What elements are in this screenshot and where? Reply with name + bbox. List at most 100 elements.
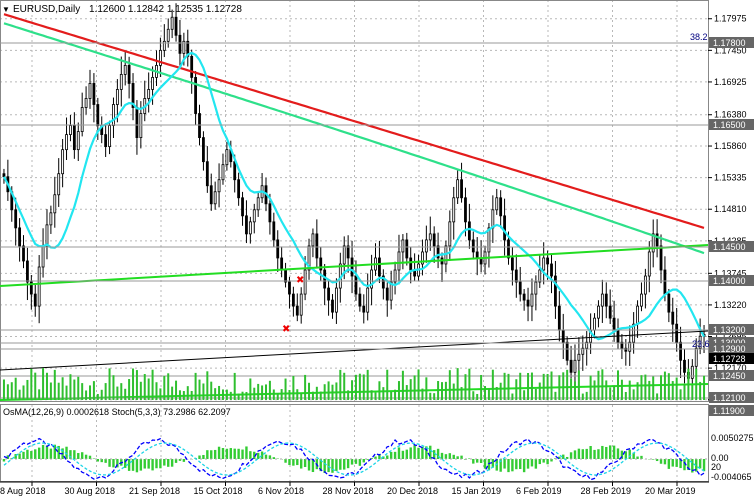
- candle-body: [33, 293, 37, 307]
- candle-body: [518, 281, 522, 295]
- volume-bar: [613, 385, 616, 400]
- volume-bar: [597, 370, 600, 400]
- osma-bar: [77, 453, 80, 459]
- osma-bar: [53, 444, 56, 459]
- osma-bar: [143, 459, 146, 469]
- volume-bar: [34, 372, 37, 400]
- osma-bar: [288, 459, 291, 465]
- osma-bar: [272, 457, 276, 459]
- osma-bar: [100, 459, 103, 463]
- date-tick-label: 6 Nov 2018: [258, 486, 304, 496]
- volume-bar: [617, 370, 619, 400]
- osma-bar: [628, 449, 631, 459]
- collapse-arrow-icon[interactable]: ▼: [2, 5, 10, 14]
- candle-body: [421, 251, 424, 265]
- volume-bar: [413, 375, 416, 400]
- volume-bar: [421, 388, 424, 400]
- candle-body: [115, 89, 119, 105]
- candle-body: [503, 215, 506, 241]
- volume-bar: [10, 382, 13, 400]
- volume-bar: [132, 368, 135, 400]
- candle-body: [194, 77, 198, 114]
- date-tick-label: 8 Aug 2018: [0, 486, 46, 496]
- candle-body: [550, 263, 553, 277]
- level-label: 1.14000: [713, 276, 746, 286]
- osma-bar: [335, 459, 338, 471]
- volume-bar: [221, 389, 224, 400]
- volume-bar: [573, 381, 576, 400]
- level-box: [709, 241, 754, 252]
- price-tick-label: 1.16380: [714, 110, 747, 120]
- candle-body: [604, 293, 608, 307]
- volume-bar: [229, 391, 232, 400]
- volume-bar: [691, 385, 694, 400]
- candle-body: [190, 55, 194, 78]
- candle-body: [557, 305, 561, 331]
- candle-body: [311, 233, 315, 247]
- candle-body: [643, 275, 647, 295]
- volume-bar: [249, 378, 252, 400]
- ema-cyan-line: [3, 51, 705, 341]
- osma-bar: [413, 445, 416, 459]
- volume-bar: [495, 386, 498, 400]
- volume-bar: [480, 374, 483, 400]
- volume-bar: [527, 372, 530, 400]
- osma-bar: [178, 459, 182, 461]
- volume-bar: [214, 388, 217, 400]
- candle-body: [237, 179, 241, 199]
- candle-body: [45, 224, 49, 247]
- volume-bar: [284, 378, 287, 400]
- level-box: [709, 337, 754, 348]
- candle-body: [299, 293, 303, 316]
- volume-bar: [503, 372, 506, 400]
- candle-body: [667, 293, 671, 313]
- osma-bar: [667, 459, 671, 469]
- volume-bar: [108, 368, 111, 400]
- volume-bar: [354, 374, 357, 400]
- candle-body: [213, 191, 217, 205]
- osma-bar: [601, 445, 604, 459]
- osma-bar: [538, 459, 541, 465]
- osma-bar: [37, 447, 41, 459]
- level-labels: 1.178001.165001.145001.140001.132001.130…: [709, 37, 754, 416]
- candle-body: [26, 260, 29, 283]
- volume-bar: [351, 380, 354, 400]
- candle-body: [636, 305, 639, 325]
- level-label: 1.13200: [713, 325, 746, 335]
- volume-bar: [667, 373, 670, 400]
- osma-bar: [421, 446, 424, 459]
- osma-bar: [300, 459, 303, 469]
- candle-body: [88, 83, 92, 99]
- candle-body: [245, 215, 248, 235]
- candle-body: [393, 269, 397, 283]
- volume-bar: [178, 390, 181, 400]
- candle-body: [647, 251, 651, 277]
- candle-body: [147, 89, 151, 99]
- trend-line-upper[interactable]: [0, 244, 709, 287]
- trend-line-black[interactable]: [0, 330, 709, 371]
- price-tick-label: 1.17450: [714, 45, 747, 55]
- volume-bar: [378, 381, 381, 400]
- osma-bar: [139, 459, 143, 471]
- candle-body: [209, 185, 213, 205]
- volume-bar: [276, 393, 279, 400]
- candle-body: [29, 281, 33, 295]
- chart-symbol-title: EURUSD,Daily: [13, 4, 80, 15]
- date-tick-label: 21 Sep 2018: [129, 486, 180, 496]
- price-tick-label: 1.13745: [714, 268, 747, 278]
- candle-body: [233, 161, 237, 181]
- candle-body: [217, 179, 221, 193]
- level-box: [709, 370, 754, 381]
- volume-bar: [182, 391, 185, 400]
- candle-body: [655, 233, 659, 247]
- volume-bar: [343, 372, 346, 400]
- osma-bar: [444, 454, 448, 459]
- candle-body: [49, 212, 53, 226]
- volume-bar: [81, 383, 84, 400]
- volume-bar: [171, 386, 174, 400]
- date-tick-label: 28 Nov 2018: [323, 486, 374, 496]
- date-axis[interactable]: 8 Aug 2018 30 Aug 2018 21 Sep 2018 15 Oct 2…: [0, 481, 709, 496]
- osma-bar: [452, 454, 455, 459]
- volume-bar: [468, 368, 471, 400]
